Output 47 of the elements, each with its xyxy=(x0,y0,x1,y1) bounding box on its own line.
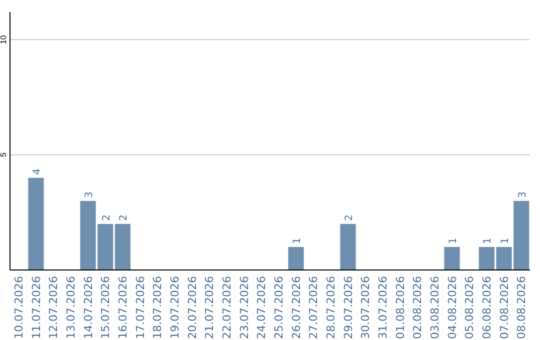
x-tick-label: 13.07.2026 xyxy=(64,276,78,339)
data-label: 1 xyxy=(500,238,511,244)
y-tick-label: 10 xyxy=(0,34,8,44)
data-label: 2 xyxy=(118,214,130,221)
x-tick-label: 29.07.2026 xyxy=(342,276,355,339)
x-tick-label: 17.07.2026 xyxy=(134,276,147,339)
x-tick-label: 21.07.2026 xyxy=(203,276,216,339)
x-tick-label: 01.08.2026 xyxy=(394,276,407,339)
x-tick-label: 31.07.2026 xyxy=(376,276,390,339)
data-label: 4 xyxy=(32,168,43,175)
x-tick-label: 18.07.2026 xyxy=(151,276,164,339)
x-tick-label: 23.07.2026 xyxy=(238,276,251,339)
x-tick-label: 24.07.2026 xyxy=(255,276,268,339)
data-label: 3 xyxy=(84,192,95,198)
x-tick-label: 05.08.2026 xyxy=(463,276,476,339)
bar xyxy=(288,246,304,270)
x-tick-label: 12.07.2026 xyxy=(47,276,60,339)
bar xyxy=(28,178,44,270)
x-tick-label: 30.07.2026 xyxy=(359,276,372,339)
x-tick-label: 04.08.2026 xyxy=(446,276,459,339)
y-tick-label: 5 xyxy=(0,152,8,158)
x-tick-label: 28.07.2026 xyxy=(324,276,338,339)
x-tick-label: 03.08.2026 xyxy=(428,276,442,339)
x-tick-label: 08.08.2026 xyxy=(515,276,528,339)
x-tick-label: 19.07.2026 xyxy=(168,276,182,339)
data-label: 3 xyxy=(517,192,528,198)
data-label: 2 xyxy=(101,214,112,221)
x-tick-label: 02.08.2026 xyxy=(411,276,424,339)
x-tick-label: 27.07.2026 xyxy=(307,276,320,339)
data-label: 2 xyxy=(344,214,355,221)
x-tick-label: 07.08.2026 xyxy=(498,276,511,339)
bar xyxy=(444,246,460,270)
x-tick-label: 26.07.2026 xyxy=(290,276,303,339)
x-tick-label: 16.07.2026 xyxy=(116,276,130,339)
bar xyxy=(114,224,130,270)
x-tick-label: 10.07.2026 xyxy=(12,276,26,339)
x-tick-label: 25.07.2026 xyxy=(272,276,286,339)
x-tick-label: 14.07.2026 xyxy=(82,276,95,339)
x-tick-label: 20.07.2026 xyxy=(186,276,199,339)
x-tick-label: 15.07.2026 xyxy=(99,276,112,339)
x-tick-label: 11.07.2026 xyxy=(30,276,43,339)
data-label: 1 xyxy=(482,238,494,244)
bar xyxy=(340,224,356,270)
x-tick-label: 06.08.2026 xyxy=(480,276,494,339)
data-label: 1 xyxy=(448,238,459,244)
x-tick-label: 22.07.2026 xyxy=(220,276,234,339)
data-label: 1 xyxy=(292,238,303,244)
